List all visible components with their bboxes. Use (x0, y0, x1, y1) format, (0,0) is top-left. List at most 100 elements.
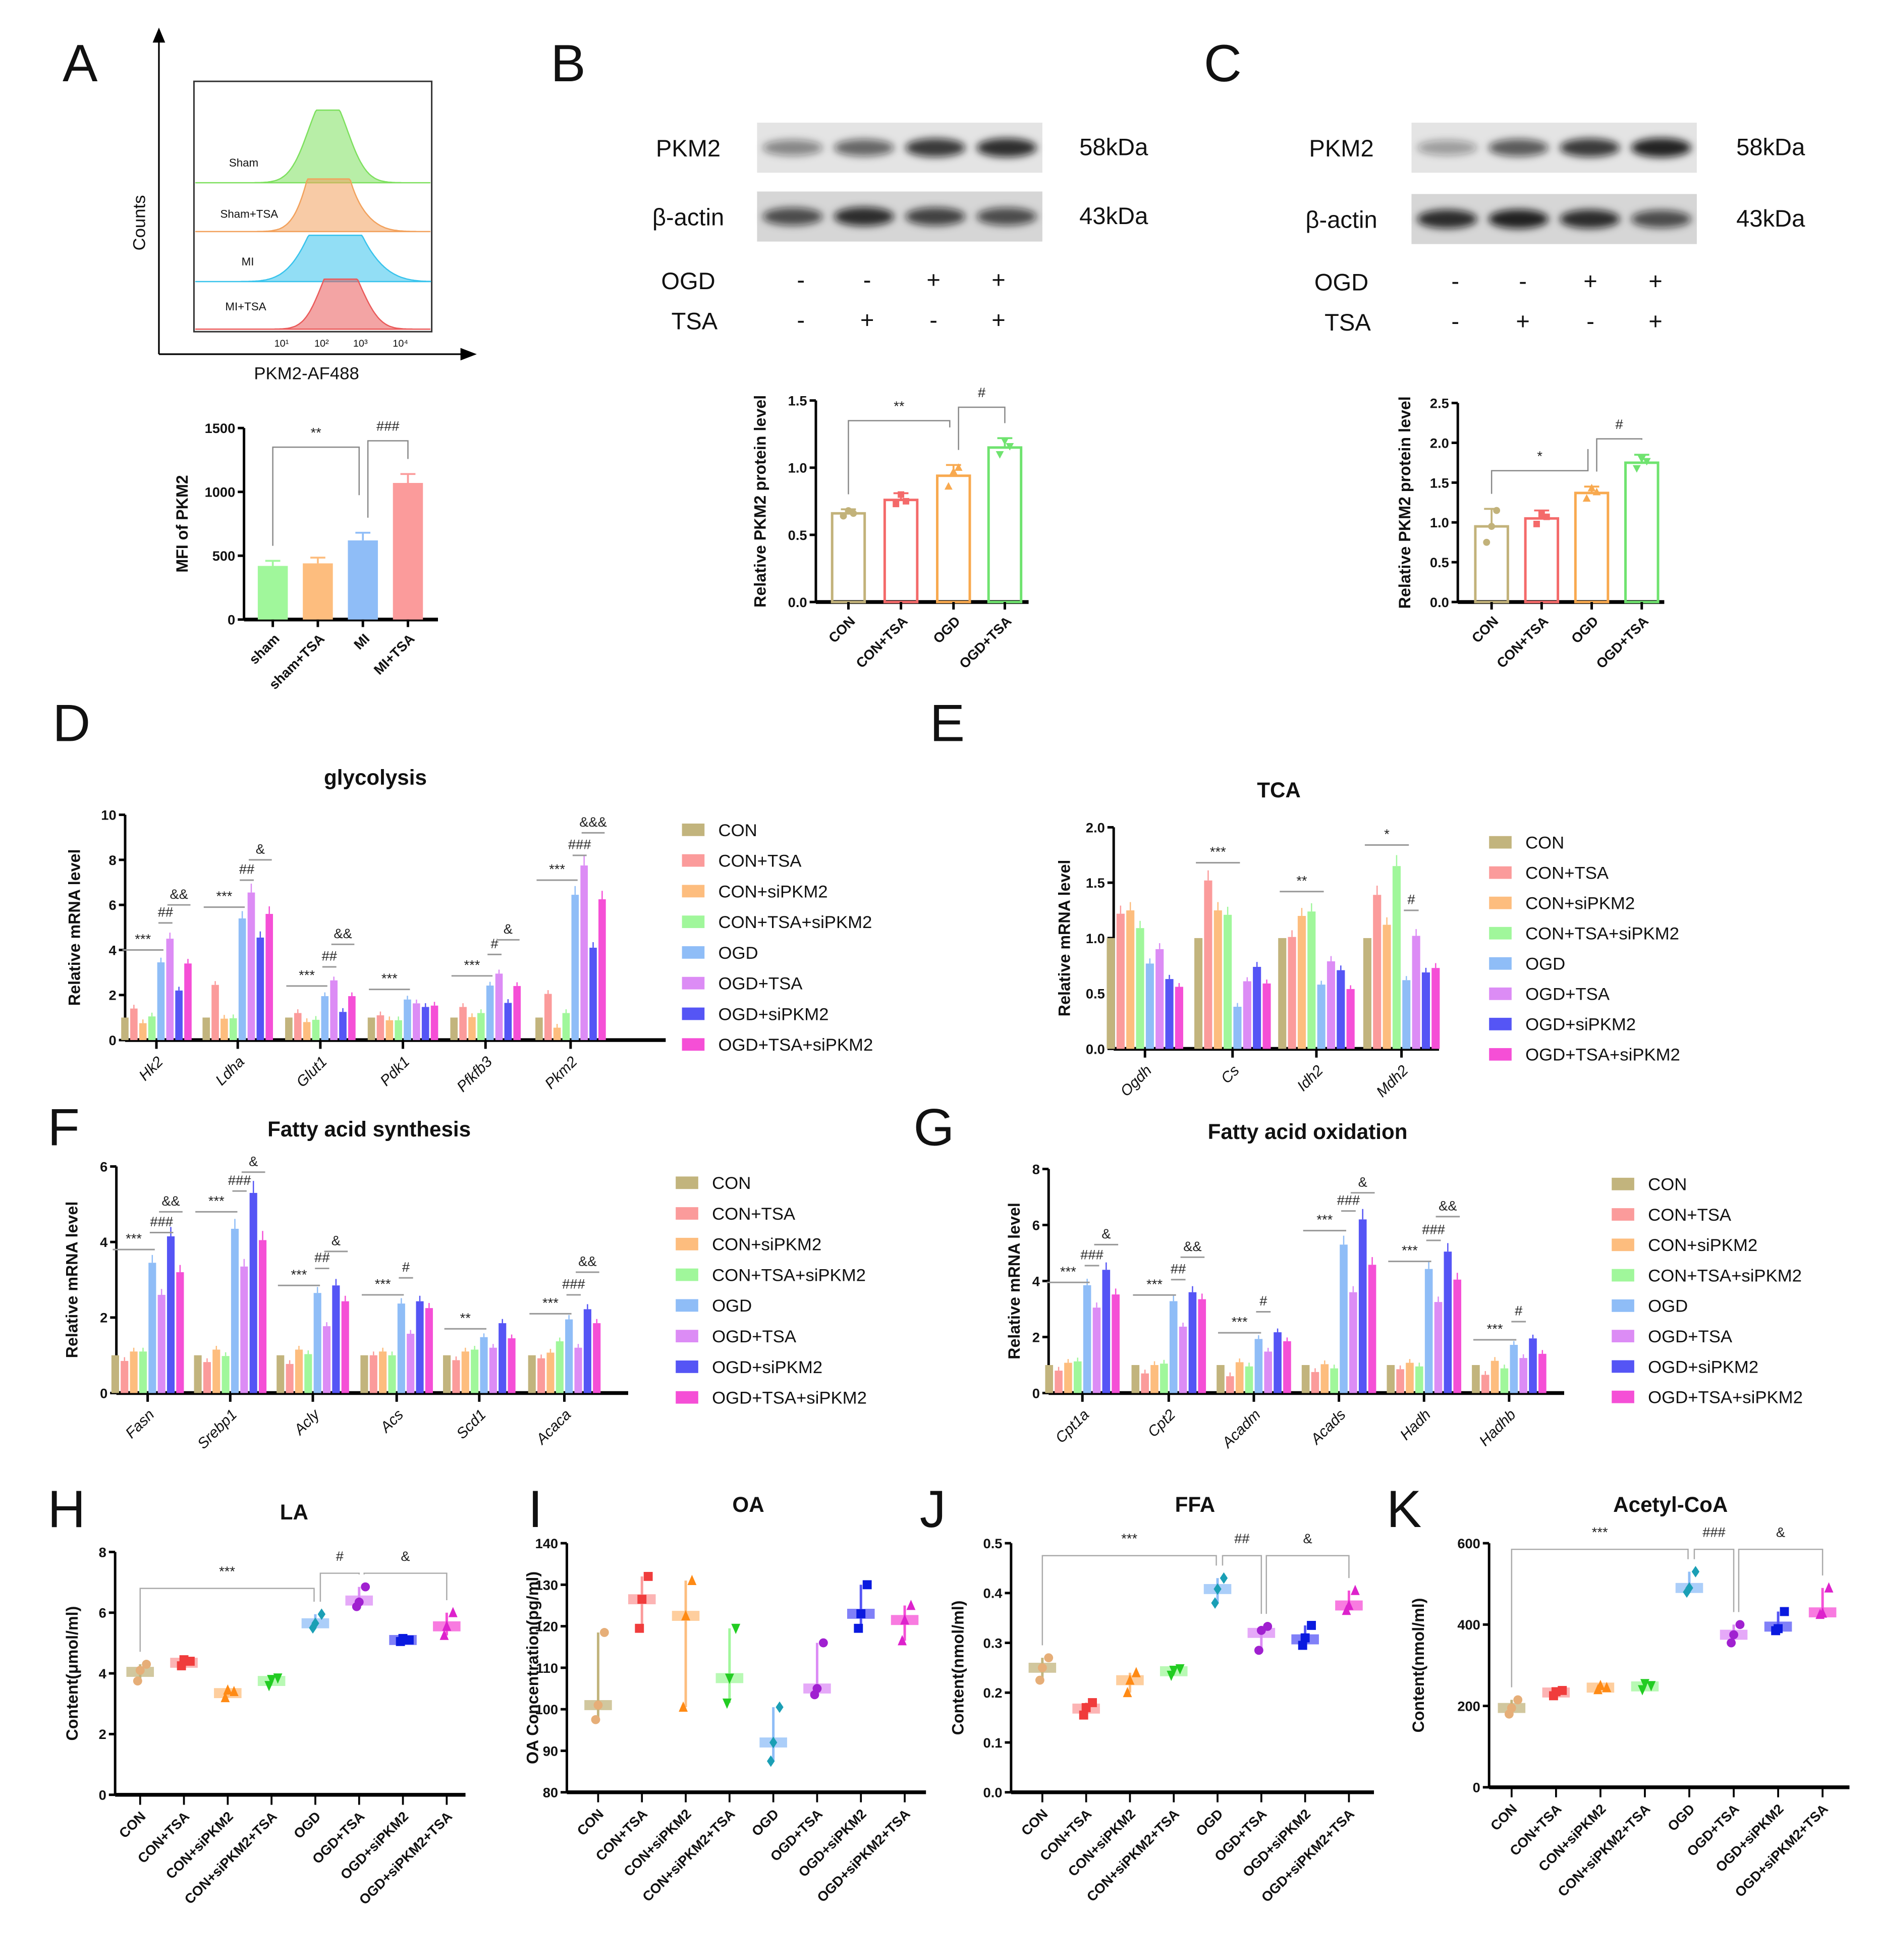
blot-row-label: PKM2 (656, 135, 721, 161)
bar (303, 563, 333, 620)
y-axis-label: OA Concentration(pg/ml) (523, 1571, 541, 1764)
y-tick-label: 6 (108, 897, 116, 913)
data-point (1300, 1633, 1310, 1643)
significance-label: ### (568, 837, 591, 852)
legend-swatch (1612, 1238, 1634, 1251)
x-tick-label: OGD (1568, 613, 1602, 646)
y-tick-label: 0.3 (983, 1635, 1003, 1651)
bar (1136, 928, 1144, 1049)
bar (1519, 1358, 1527, 1393)
significance-label: *** (135, 931, 151, 947)
x-tick-label: CON (116, 1809, 149, 1841)
bar (1169, 1301, 1178, 1393)
histogram-trace (195, 178, 431, 233)
chart-title: glycolysis (324, 766, 427, 789)
significance-label: # (1515, 1303, 1523, 1319)
significance-label: *** (1210, 844, 1226, 859)
y-tick-label: 110 (536, 1660, 558, 1676)
bar (240, 1266, 248, 1393)
x-tick-label: OGD (1665, 1801, 1698, 1834)
data-point (1220, 1572, 1228, 1584)
y-tick-label: 200 (1457, 1698, 1480, 1714)
bar (535, 1017, 543, 1041)
data-point (1344, 1600, 1354, 1610)
data-point (862, 1580, 872, 1590)
data-point (854, 1623, 863, 1633)
legend-label: OGD+siPKM2 (1648, 1357, 1758, 1377)
y-tick-label: 8 (108, 852, 116, 868)
bar (285, 1017, 293, 1041)
bar (1064, 1363, 1072, 1393)
western-blot-b_blot: PKM2 58kDa β-actin 43kDa OGD - - + + TSA - + - + (652, 123, 1148, 334)
bar (459, 1007, 467, 1041)
bar (130, 1008, 138, 1041)
chart-title: Acetyl-CoA (1613, 1493, 1728, 1516)
bar (376, 1015, 384, 1041)
significance-label: & (332, 1232, 341, 1248)
bar (1188, 1292, 1197, 1393)
legend-label: OGD+TSA+siPKM2 (719, 1036, 873, 1055)
significance-label: & (1358, 1174, 1367, 1189)
significance-label: *** (549, 861, 565, 877)
y-tick-label: 1.5 (1086, 875, 1105, 891)
data-point (893, 501, 900, 508)
condition-label: OGD (661, 267, 715, 294)
significance-label: *** (1316, 1212, 1333, 1227)
bar (157, 1294, 165, 1393)
bar (499, 1323, 507, 1393)
y-tick-label: 0 (100, 1385, 107, 1401)
bar (1243, 981, 1251, 1049)
sample-label: MI+TSA (225, 300, 266, 313)
bar (1278, 938, 1287, 1049)
bar (397, 1303, 405, 1393)
bar (553, 1027, 561, 1041)
data-point (725, 1673, 734, 1684)
significance-label: && (161, 1193, 180, 1209)
bar (258, 1240, 267, 1393)
bar (341, 1301, 349, 1393)
significance-label: *** (1146, 1276, 1163, 1292)
protein-band (905, 138, 966, 157)
chart-title: OA (732, 1493, 764, 1516)
bar (1092, 1308, 1101, 1393)
legend-swatch (1612, 1177, 1634, 1190)
bar (1112, 1294, 1120, 1393)
y-tick-label: 400 (1457, 1617, 1480, 1632)
panel-label-k: K (1387, 1480, 1421, 1539)
bar (1402, 980, 1411, 1049)
data-point (1493, 507, 1501, 514)
bar (1150, 1365, 1158, 1393)
legend-swatch (1612, 1390, 1634, 1403)
bar (304, 1354, 312, 1393)
y-axis-label: Relative mRNA level (63, 1202, 81, 1358)
data-point (142, 1660, 151, 1669)
significance-bracket (139, 1588, 315, 1652)
legend-label: OGD (1648, 1297, 1688, 1316)
x-tick-label: 10² (314, 338, 329, 349)
x-tick-label: OGD (291, 1809, 324, 1842)
bar (1297, 916, 1306, 1049)
data-point (818, 1638, 828, 1648)
bar (528, 1355, 536, 1393)
bar (1320, 1364, 1329, 1393)
legend-label: OGD+TSA (719, 974, 803, 994)
legend-label: CON+TSA+siPKM2 (1648, 1266, 1802, 1285)
bar (883, 499, 919, 604)
panel-label-g: G (913, 1098, 954, 1157)
significance-label: & (1101, 1226, 1111, 1241)
sample-label: Sham (229, 156, 258, 169)
protein-band (762, 207, 823, 226)
chart-title: Fatty acid synthesis (267, 1117, 471, 1141)
bar (1415, 1366, 1423, 1393)
condition-sign: + (1648, 267, 1663, 294)
significance-label: ** (894, 398, 905, 414)
significance-label: *** (208, 1193, 225, 1209)
bar (1213, 910, 1222, 1049)
data-point (856, 1609, 866, 1618)
bar (1283, 1341, 1291, 1393)
significance-bracket (1738, 1548, 1824, 1612)
bar (1424, 1269, 1433, 1393)
histogram-trace (195, 110, 431, 184)
protein-band (1560, 209, 1620, 229)
